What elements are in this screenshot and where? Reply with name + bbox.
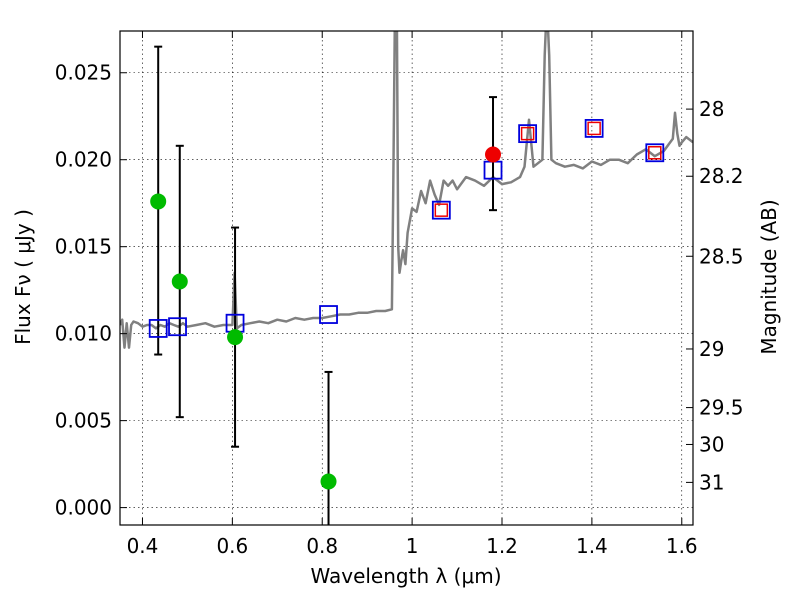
y-axis-label: Flux Fν ( μJy ) xyxy=(11,209,35,345)
blue-square-marker xyxy=(584,119,604,138)
x-tick-label: 0.8 xyxy=(306,534,338,558)
red-square-marker xyxy=(434,203,449,217)
right-tick-label: 28.2 xyxy=(699,164,744,188)
x-axis-label: Wavelength λ (μm) xyxy=(310,564,501,588)
red-square-marker xyxy=(648,146,662,160)
blue-square-marker xyxy=(319,305,338,324)
green-data-point xyxy=(171,273,188,290)
axis-ticks: 0.4 0.6 0.8 1 1.2 1.4 1.6 0.000 0.005 0.010 0.015 0… xyxy=(55,31,744,558)
x-tick-label: 1.4 xyxy=(576,534,608,558)
y-tick-label: 0.025 xyxy=(55,61,112,85)
plot-frame xyxy=(119,30,694,526)
right-tick-label: 29 xyxy=(699,337,724,361)
y-tick-label: 0.005 xyxy=(55,409,112,433)
right-tick-label: 28 xyxy=(699,97,724,121)
blue-square-marker xyxy=(148,319,168,338)
blue-square-marker xyxy=(168,317,187,337)
y-tick-label: 0.020 xyxy=(55,148,112,172)
data-points xyxy=(148,119,665,490)
x-tick-label: 0.6 xyxy=(216,534,248,558)
x-tick-label: 0.4 xyxy=(127,534,159,558)
red-square-marker xyxy=(587,121,601,136)
y-axis-right-label: Magnitude (AB) xyxy=(757,199,781,354)
red-data-point xyxy=(485,146,502,163)
right-tick-label: 29.5 xyxy=(699,396,744,420)
red-square-marker xyxy=(520,126,535,141)
x-tick-label: 1.2 xyxy=(486,534,518,558)
right-tick-label: 30 xyxy=(699,432,724,456)
green-data-point xyxy=(320,473,337,490)
error-bars xyxy=(154,45,498,525)
blue-square-marker xyxy=(518,124,538,144)
x-tick-label: 1 xyxy=(406,534,419,558)
x-tick-label: 1.6 xyxy=(666,534,698,558)
right-tick-label: 31 xyxy=(699,470,724,494)
y-tick-label: 0.000 xyxy=(55,496,112,520)
grid-lines xyxy=(120,31,693,525)
y-tick-label: 0.010 xyxy=(55,322,112,346)
blue-square-marker xyxy=(431,200,451,220)
green-data-point xyxy=(227,329,244,346)
blue-square-marker xyxy=(645,143,665,163)
y-tick-label: 0.015 xyxy=(55,235,112,259)
right-tick-label: 28.5 xyxy=(699,244,744,268)
green-data-point xyxy=(150,193,167,210)
model-spectrum xyxy=(120,31,693,349)
model-spectrum-line xyxy=(120,31,693,349)
